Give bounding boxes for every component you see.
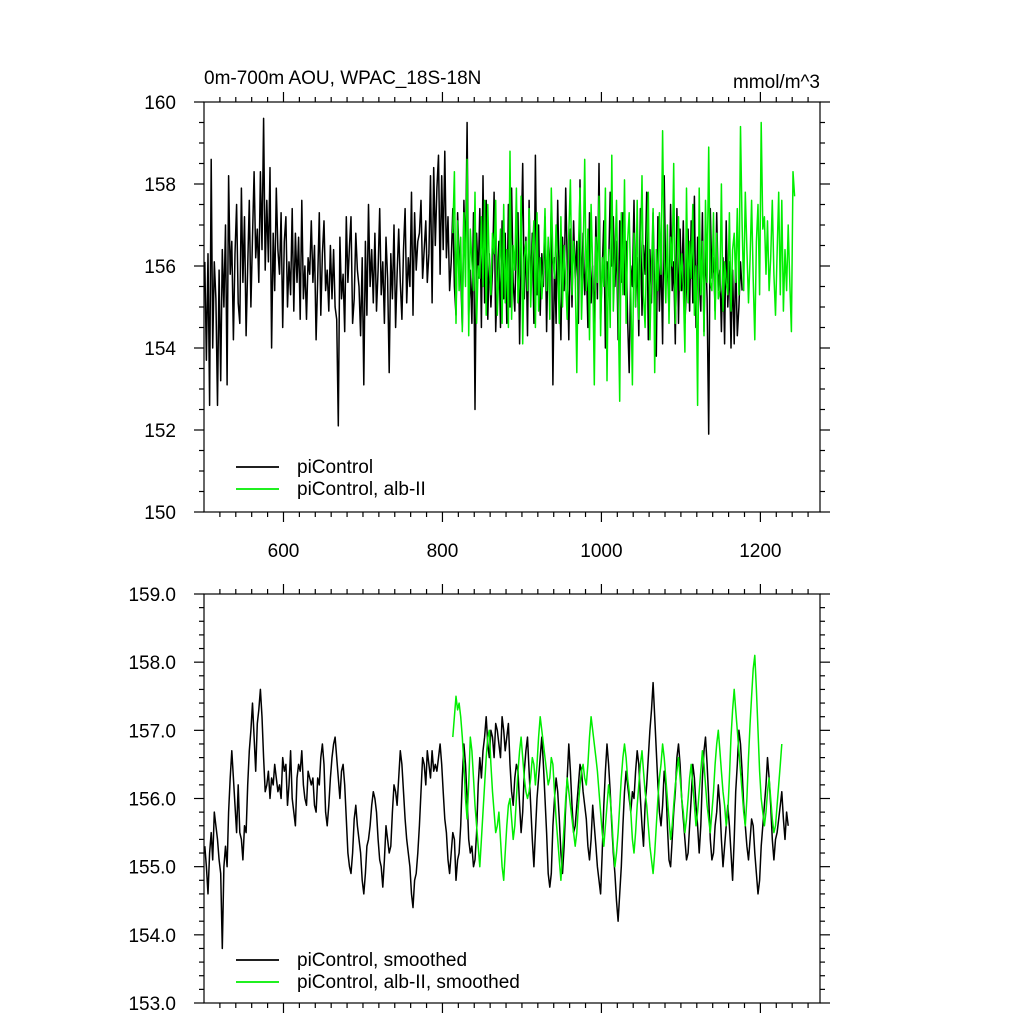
units-label: mmol/m^3: [733, 72, 820, 93]
y-tick-label: 157.0: [128, 721, 176, 742]
y-tick-label: 155.0: [128, 858, 176, 879]
chart-title: 0m-700m AOU, WPAC_18S-18N: [204, 68, 481, 89]
y-tick-label: 150: [144, 503, 176, 524]
x-tick-label: 1200: [739, 541, 781, 562]
series-line-picontrol: [204, 681, 789, 950]
legend-label: piControl, alb-II: [297, 479, 426, 500]
y-tick-label: 156.0: [128, 790, 176, 811]
y-tick-label: 160: [144, 93, 176, 114]
series-line-alb-ii: [452, 121, 796, 407]
legend-label: piControl: [297, 457, 373, 478]
x-tick-label: 1000: [580, 541, 622, 562]
y-tick-label: 154.0: [128, 926, 176, 947]
y-tick-label: 153.0: [128, 994, 176, 1015]
bottom-panel: 153.0 154.0 155.0 156.0 157.0 158.0 159.0 piCon…: [128, 584, 830, 1015]
x-tick-label: 800: [427, 541, 459, 562]
top-panel: 600 800 1000 1200 150 152 154 156 158 160 piContro…: [144, 92, 830, 562]
y-tick-label: 159.0: [128, 585, 176, 606]
legend-label: piControl, alb-II, smoothed: [297, 972, 520, 993]
series-line-alb-ii: [452, 654, 783, 882]
y-tick-label: 156: [144, 257, 176, 278]
y-tick-label: 154: [144, 339, 176, 360]
y-tick-label: 152: [144, 421, 176, 442]
y-tick-label: 158.0: [128, 653, 176, 674]
x-tick-label: 600: [268, 541, 300, 562]
y-tick-label: 158: [144, 175, 176, 196]
legend-label: piControl, smoothed: [297, 950, 467, 971]
